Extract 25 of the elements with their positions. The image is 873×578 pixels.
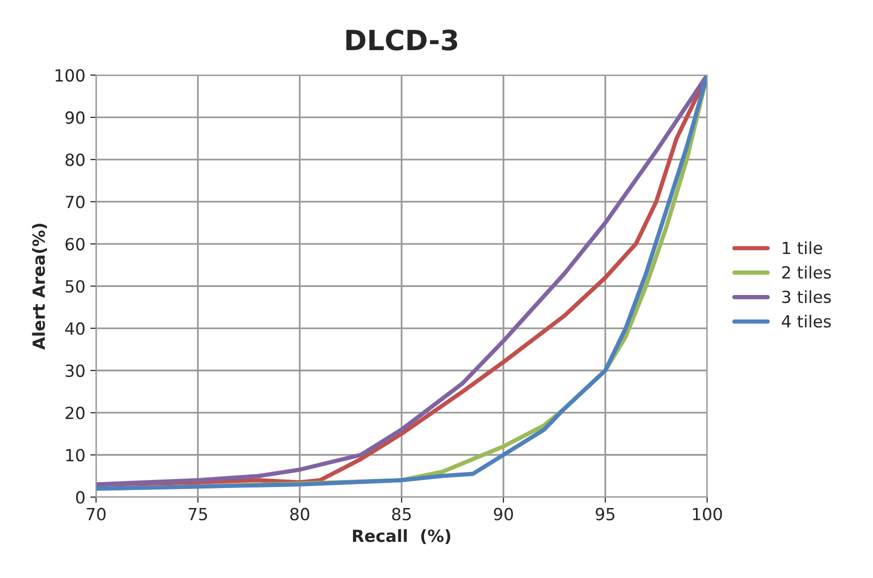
y-tick-label: 0 xyxy=(76,491,85,504)
legend-label: 1 tile xyxy=(782,241,822,254)
y-tick-label: 70 xyxy=(66,196,85,208)
x-tick-label: 90 xyxy=(494,508,513,520)
x-tick-label: 100 xyxy=(693,508,722,520)
x-tick-label: 75 xyxy=(188,508,208,520)
x-axis-title: Recall (%) xyxy=(352,529,450,544)
x-tick-label: 70 xyxy=(86,508,106,520)
y-tick-label: 40 xyxy=(65,322,85,335)
y-tick-label: 10 xyxy=(66,448,85,462)
x-tick-label: 95 xyxy=(596,508,614,520)
y-tick-label: 60 xyxy=(66,238,85,250)
x-tick-label: 80 xyxy=(290,508,310,520)
y-tick-label: 20 xyxy=(66,406,85,420)
legend-label: 2 tiles xyxy=(782,266,831,279)
y-axis-title: Alert Area(%) xyxy=(32,224,47,350)
y-tick-label: 80 xyxy=(66,153,85,166)
x-tick-label: 85 xyxy=(392,508,411,520)
y-tick-label: 100 xyxy=(56,69,85,82)
y-tick-label: 90 xyxy=(65,111,85,124)
legend-label: 4 tiles xyxy=(782,314,831,328)
y-tick-label: 50 xyxy=(66,280,85,293)
chart-title: DLCD-3 xyxy=(346,30,458,51)
y-tick-label: 30 xyxy=(66,364,85,378)
legend-label: 3 tiles xyxy=(782,290,831,304)
